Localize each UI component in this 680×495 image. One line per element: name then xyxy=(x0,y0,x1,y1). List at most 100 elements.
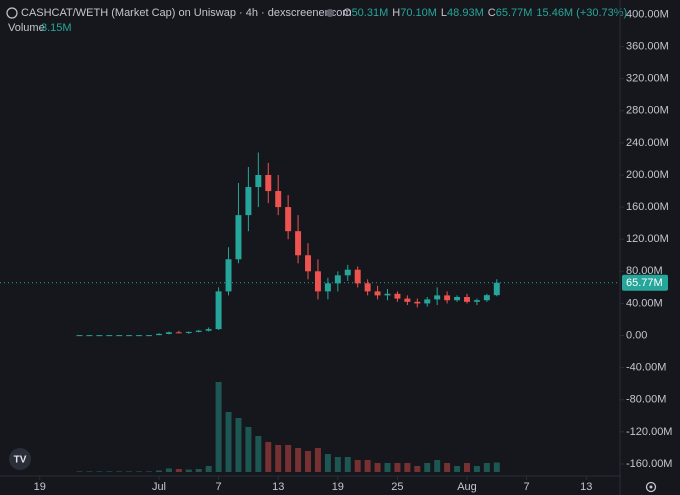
candle-body xyxy=(454,296,461,301)
y-tick-label: 80.00M xyxy=(626,265,663,277)
candle-body xyxy=(364,283,371,292)
candle-body xyxy=(324,283,331,292)
x-tick-label: 19 xyxy=(332,481,344,493)
volume-bar xyxy=(265,442,272,472)
x-tick-label: Aug xyxy=(457,481,477,493)
candle-body xyxy=(374,291,381,296)
candle-body xyxy=(394,293,401,299)
volume-bar xyxy=(106,471,113,472)
volume-bar xyxy=(86,471,93,472)
candle-body xyxy=(146,335,153,337)
last-price-label: 65.77M xyxy=(626,277,663,289)
volume-bar xyxy=(235,418,242,472)
y-tick-label: 160.00M xyxy=(626,201,669,213)
candle-body xyxy=(404,298,411,302)
volume-bar xyxy=(275,445,282,472)
volume-title: Volume xyxy=(8,22,45,34)
volume-bar xyxy=(483,463,490,472)
ohlc-value: 50.31M xyxy=(352,7,389,19)
tv-logo: TV xyxy=(9,448,31,470)
volume-bar xyxy=(146,471,153,472)
candle-body xyxy=(285,207,292,232)
volume-bar xyxy=(354,460,361,472)
volume-bar xyxy=(96,471,103,472)
volume-bar xyxy=(424,463,431,472)
ohlc-key: O xyxy=(343,7,352,19)
y-tick-label: -120.00M xyxy=(626,426,672,438)
volume-bar xyxy=(324,454,331,472)
volume-bar xyxy=(136,471,143,472)
candle-body xyxy=(245,187,252,216)
ohlc-key: L xyxy=(441,7,447,19)
x-tick-label: 7 xyxy=(216,481,222,493)
candle-body xyxy=(195,330,202,332)
candle-body xyxy=(473,300,480,302)
candle-body xyxy=(225,259,232,292)
y-tick-label: -160.00M xyxy=(626,458,672,470)
candle-body xyxy=(215,291,222,330)
candle-body xyxy=(414,301,421,304)
y-tick-label: 280.00M xyxy=(626,105,669,117)
candle-body xyxy=(235,215,242,260)
token-icon xyxy=(6,7,18,19)
status-dot xyxy=(326,9,334,17)
candle-body xyxy=(384,293,391,296)
y-tick-label: 0.00 xyxy=(626,329,647,341)
volume-bar xyxy=(334,457,341,472)
ohlc-value: 70.10M xyxy=(400,7,437,19)
ohlc-value: 65.77M xyxy=(496,7,533,19)
svg-text:TV: TV xyxy=(14,455,27,466)
candle-body xyxy=(155,333,162,336)
volume-bar xyxy=(255,436,262,472)
candle-body xyxy=(483,295,490,301)
volume-bar xyxy=(76,471,83,472)
candle-body xyxy=(205,329,212,331)
volume-bar xyxy=(384,463,391,472)
chart-title: CASHCAT/WETH (Market Cap) on Uniswap · 4… xyxy=(21,7,352,19)
volume-bar xyxy=(225,412,232,472)
volume-bar xyxy=(454,466,461,472)
ohlc-header: O50.31M H70.10M L48.93M C65.77M 15.46M (+30.… xyxy=(343,7,627,19)
y-tick-label: 320.00M xyxy=(626,73,669,85)
last-price-box xyxy=(622,274,668,291)
volume-bar xyxy=(126,471,133,472)
ohlc-key: H xyxy=(392,7,400,19)
candle-body xyxy=(295,231,302,256)
volume-bar xyxy=(493,462,500,472)
volume-label: 3.15M xyxy=(41,22,72,34)
x-tick-label: 19 xyxy=(34,481,46,493)
candle-body xyxy=(86,335,93,337)
ohlc-value: 48.93M xyxy=(447,7,484,19)
candle-body xyxy=(334,275,341,284)
candle-body xyxy=(354,269,361,284)
volume-bar xyxy=(434,460,441,472)
volume-bar xyxy=(364,460,371,472)
y-tick-label: 240.00M xyxy=(626,137,669,149)
settings-icon[interactable] xyxy=(645,481,657,493)
y-tick-label: 360.00M xyxy=(626,40,669,52)
volume-bar xyxy=(285,445,292,472)
candle-body xyxy=(314,271,321,292)
candle-body xyxy=(126,335,133,337)
candle-body xyxy=(96,335,103,337)
y-tick-label: -40.00M xyxy=(626,362,666,374)
x-tick-label: 25 xyxy=(391,481,403,493)
candle-body xyxy=(434,295,441,300)
volume-bar xyxy=(404,463,411,472)
candle-body xyxy=(175,332,182,334)
candle-body xyxy=(344,269,351,276)
candle-body xyxy=(136,335,143,337)
candle-body xyxy=(106,335,113,337)
y-tick-label: 200.00M xyxy=(626,169,669,181)
candle-body xyxy=(265,174,272,192)
volume-bar xyxy=(374,463,381,472)
volume-bar xyxy=(414,466,421,472)
candle-body xyxy=(305,255,311,272)
volume-bar xyxy=(155,470,162,472)
x-tick-label: 13 xyxy=(272,481,284,493)
volume-bar xyxy=(175,469,182,472)
candle-body xyxy=(464,296,470,302)
candle-body xyxy=(255,174,262,188)
volume-bar xyxy=(185,469,192,472)
